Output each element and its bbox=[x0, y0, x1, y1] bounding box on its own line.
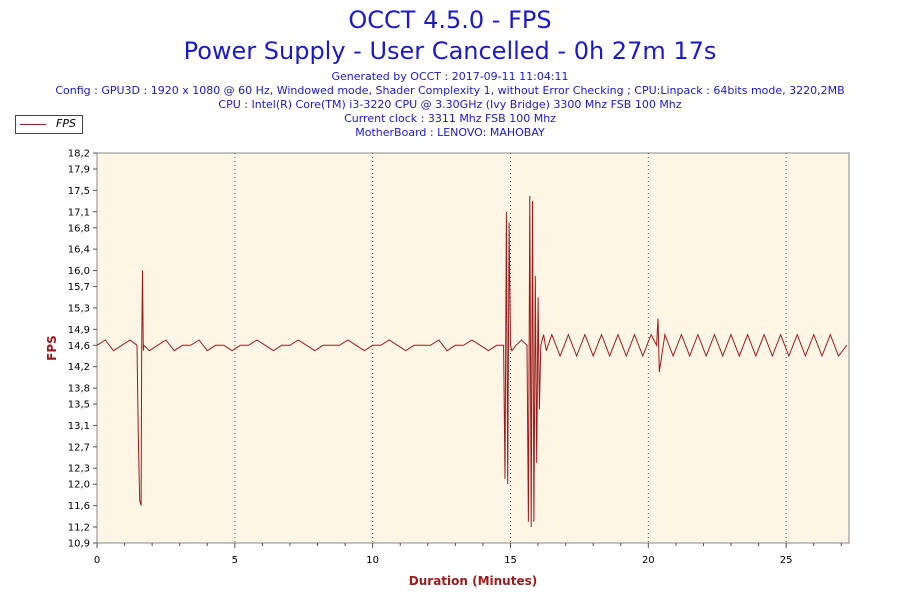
info-current-clock: Current clock : 3311 Mhz FSB 100 Mhz bbox=[344, 112, 556, 125]
y-tick-label-15: 16,4 bbox=[68, 245, 90, 256]
y-tick-label-17: 17,1 bbox=[68, 207, 90, 218]
y-tick-label-11: 14,9 bbox=[68, 325, 90, 336]
info-generated: Generated by OCCT : 2017-09-11 11:04:11 bbox=[331, 70, 569, 83]
x-tick-label-3: 15 bbox=[504, 555, 517, 566]
y-tick-label-7: 13,5 bbox=[68, 400, 90, 411]
x-tick-label-0: 0 bbox=[94, 555, 100, 566]
y-tick-label-3: 12,0 bbox=[68, 480, 90, 491]
y-axis-label: FPS bbox=[45, 335, 59, 361]
x-tick-label-5: 25 bbox=[780, 555, 793, 566]
y-tick-label-12: 15,3 bbox=[68, 303, 90, 314]
x-tick-label-2: 10 bbox=[366, 555, 379, 566]
y-tick-label-2: 11,6 bbox=[68, 501, 90, 512]
series-line-fps bbox=[96, 195, 848, 528]
y-tick-label-6: 13,1 bbox=[68, 421, 90, 432]
y-tick-label-8: 13,8 bbox=[68, 384, 90, 395]
y-tick-label-16: 16,8 bbox=[68, 223, 90, 234]
y-tick-label-20: 18,2 bbox=[68, 149, 90, 160]
legend-swatch-fps bbox=[20, 124, 46, 125]
legend: FPS bbox=[15, 115, 83, 134]
y-tick-label-4: 12,3 bbox=[68, 464, 90, 475]
chart-title: OCCT 4.5.0 - FPS bbox=[348, 6, 552, 34]
info-cpu: CPU : Intel(R) Core(TM) i3-3220 CPU @ 3.… bbox=[218, 98, 682, 111]
x-axis-label: Duration (Minutes) bbox=[409, 574, 537, 588]
chart-subtitle: Power Supply - User Cancelled - 0h 27m 1… bbox=[183, 37, 717, 65]
y-tick-label-9: 14,2 bbox=[68, 362, 90, 373]
y-tick-label-14: 16,0 bbox=[68, 266, 90, 277]
x-tick-label-4: 20 bbox=[642, 555, 655, 566]
y-tick-label-1: 11,2 bbox=[68, 522, 90, 533]
info-config: Config : GPU3D : 1920 x 1080 @ 60 Hz, Wi… bbox=[55, 84, 845, 97]
x-tick-label-1: 5 bbox=[232, 555, 238, 566]
y-tick-label-18: 17,5 bbox=[68, 186, 90, 197]
y-tick-label-13: 15,7 bbox=[68, 282, 90, 293]
y-tick-label-19: 17,9 bbox=[68, 165, 90, 176]
y-tick-label-5: 12,7 bbox=[68, 442, 90, 453]
plot-area bbox=[96, 152, 850, 544]
legend-label-fps: FPS bbox=[56, 117, 76, 130]
y-tick-label-0: 10,9 bbox=[68, 539, 90, 550]
y-tick-label-10: 14,6 bbox=[68, 341, 90, 352]
info-motherboard: MotherBoard : LENOVO: MAHOBAY bbox=[355, 126, 545, 139]
